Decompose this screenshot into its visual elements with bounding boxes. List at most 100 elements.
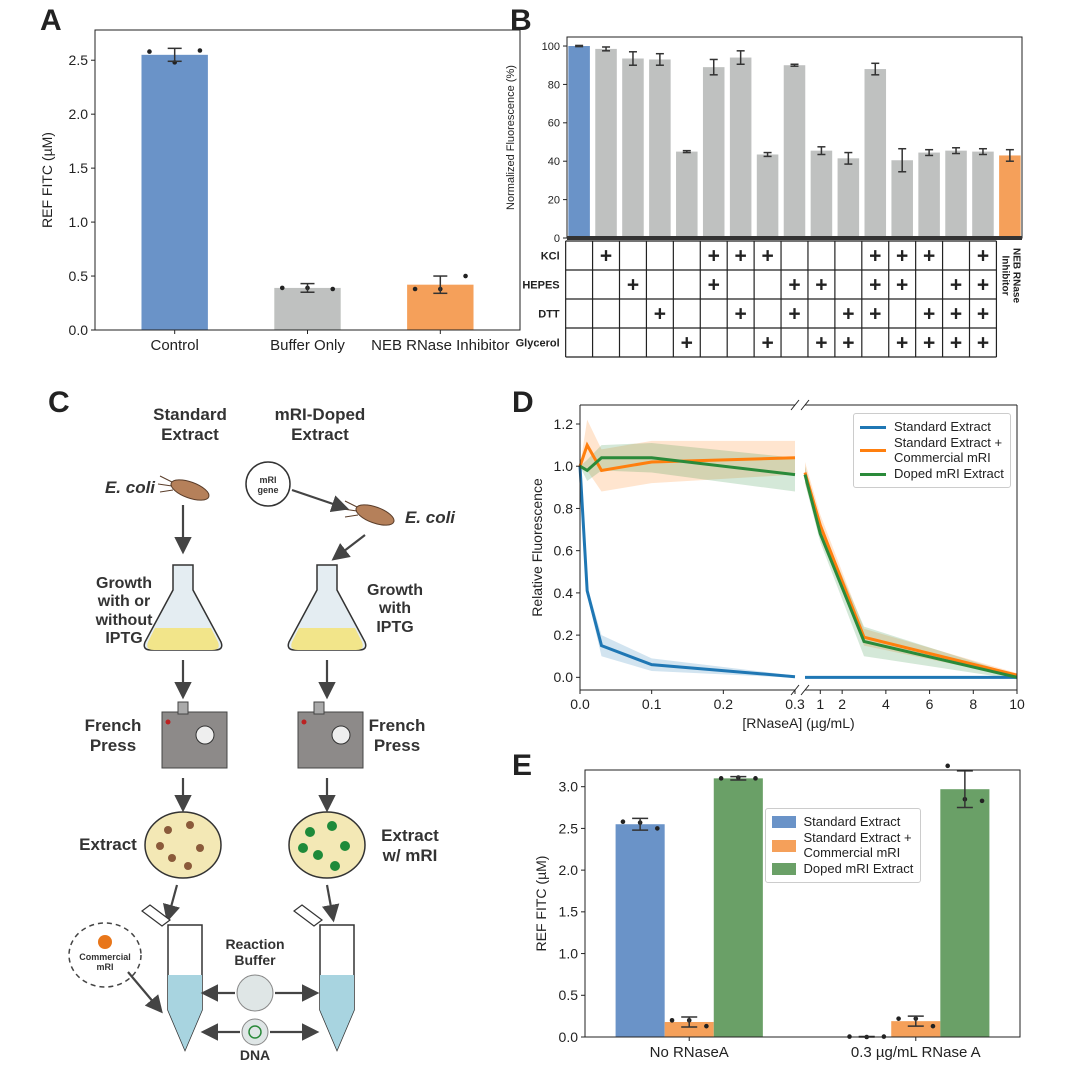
step-label: Growth with or without IPTG	[95, 575, 153, 648]
x-tick-label: 0.3	[785, 696, 805, 712]
y-tick-label: 1.0	[559, 945, 579, 961]
x-tick-label: 8	[969, 696, 977, 712]
legend-swatch	[771, 839, 796, 852]
step-label: French Press	[368, 716, 426, 755]
legend-item: Standard Extract	[860, 419, 1004, 434]
step-label: Growth with IPTG	[367, 582, 423, 636]
legend-item: Standard Extract + Commercial mRI	[771, 830, 914, 860]
x-tick-label: 4	[882, 696, 890, 712]
panel-label: C	[48, 386, 70, 419]
bar	[810, 150, 833, 238]
flask	[143, 564, 223, 651]
data-point	[412, 286, 418, 292]
x-tick-label: 0.0	[570, 696, 590, 712]
table-cell: +	[923, 245, 935, 268]
bar	[864, 69, 887, 238]
bar	[676, 151, 698, 238]
column-label: NEB RNase Inhibitor	[999, 247, 1022, 304]
y-tick-label: 0.8	[554, 500, 574, 516]
bar	[837, 158, 860, 238]
y-tick-label: 0	[554, 233, 560, 245]
table-cell: +	[600, 245, 612, 268]
bar	[783, 65, 806, 238]
column-title: Standard Extract	[153, 405, 227, 444]
legend-label: Standard Extract	[803, 814, 901, 829]
table-cell: +	[869, 245, 881, 268]
dna-label: DNA	[239, 1047, 271, 1063]
y-tick-label: 1.5	[559, 904, 579, 920]
bar	[702, 67, 725, 238]
legend: Standard Extract Standard Extract + Comme…	[853, 413, 1011, 489]
step-label: Extract	[79, 835, 137, 854]
data-point	[945, 763, 950, 769]
y-tick-label: 3.0	[559, 779, 579, 795]
panel-label: E	[512, 749, 532, 782]
bar	[918, 152, 940, 238]
y-axis-label: REF FITC (µM)	[533, 856, 549, 952]
y-tick-label: 1.2	[554, 416, 574, 432]
table-cell: +	[950, 303, 962, 326]
data-point	[753, 776, 758, 781]
line	[803, 474, 1018, 679]
data-point	[197, 48, 203, 53]
panel-label: D	[512, 386, 534, 419]
y-tick-label: 0.4	[554, 585, 574, 601]
commercial-inhibitor	[68, 922, 142, 988]
table-cell: +	[977, 274, 989, 297]
table-cell: +	[735, 303, 747, 326]
bar	[999, 155, 1021, 238]
legend-label: Standard Extract	[894, 419, 991, 434]
y-tick-label: 0.0	[559, 1029, 579, 1045]
column-title: mRI-Doped Extract	[274, 405, 366, 444]
y-tick-label: 80	[548, 79, 560, 91]
bar	[595, 48, 617, 238]
table-cell: +	[788, 303, 800, 326]
row-label: HEPES	[522, 280, 559, 292]
step-label: French Press	[84, 716, 142, 755]
bar	[972, 151, 994, 238]
table-cell: +	[627, 274, 639, 297]
legend-label: Standard Extract + Commercial mRI	[803, 830, 912, 860]
confidence-band	[580, 443, 795, 492]
arrow	[291, 488, 350, 513]
plasmid	[245, 461, 291, 507]
legend-swatch	[860, 425, 886, 429]
y-tick-label: 1.0	[554, 458, 574, 474]
extract	[144, 811, 222, 879]
y-axis-label: REF FITC (µM)	[39, 132, 55, 228]
x-tick-label: 6	[926, 696, 934, 712]
legend-label: Standard Extract + Commercial mRI	[894, 435, 1003, 465]
x-tick-label: 0.2	[714, 696, 734, 712]
legend-item: Doped mRI Extract	[771, 861, 914, 876]
bar	[713, 778, 763, 1037]
x-tick-label: 10	[1009, 696, 1025, 712]
data-point	[718, 776, 724, 781]
table-cell: +	[815, 332, 827, 355]
x-tick-label: No RNaseA	[650, 1044, 729, 1061]
y-tick-label: 0.5	[559, 987, 579, 1003]
bar	[664, 1021, 714, 1037]
bar	[729, 57, 752, 238]
line	[579, 456, 796, 477]
bar	[891, 160, 913, 238]
y-tick-label: 20	[548, 194, 560, 206]
legend-item: Standard Extract	[771, 814, 914, 829]
legend-label: Doped mRI Extract	[894, 465, 1004, 481]
bar	[891, 1021, 941, 1037]
table-cell: +	[735, 245, 747, 268]
table-cell: +	[950, 274, 962, 297]
data-point	[669, 1018, 675, 1023]
y-axis-label: Normalized Fluorescence (%)	[505, 65, 517, 210]
table-cell: +	[977, 303, 989, 326]
arrow	[162, 884, 180, 923]
axis-break	[790, 399, 800, 411]
x-axis-label: [RNaseA] (µg/mL)	[742, 715, 854, 731]
extract	[288, 811, 366, 879]
y-tick-label: 2.0	[559, 862, 579, 878]
data-point	[930, 1023, 936, 1029]
bar	[141, 54, 208, 331]
bacterium	[342, 500, 395, 526]
confidence-band	[580, 419, 795, 492]
